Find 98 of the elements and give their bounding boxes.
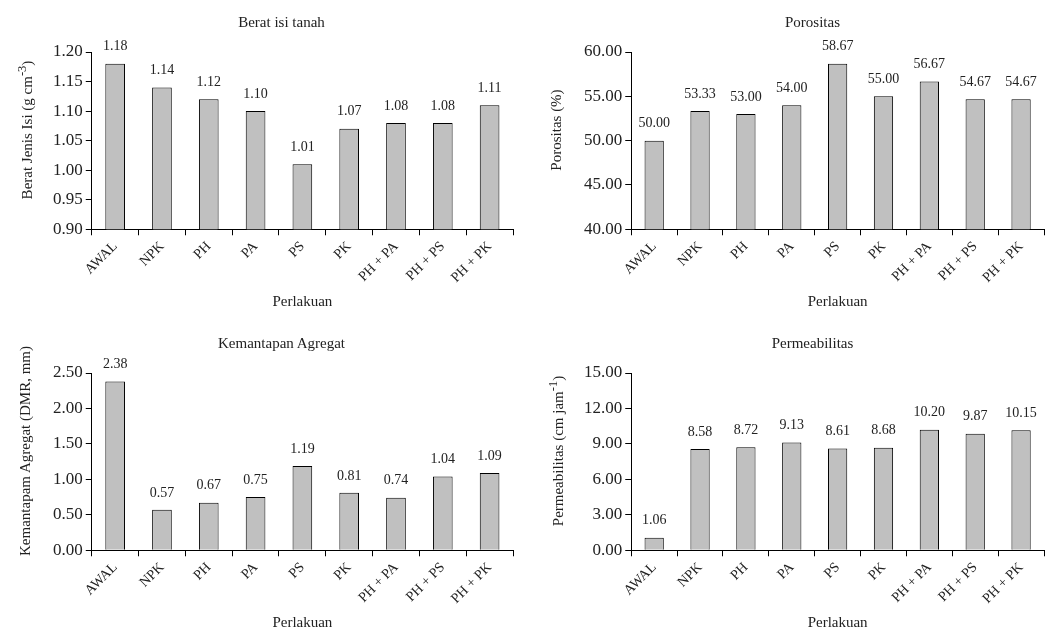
x-tick-label: PH + PS xyxy=(935,559,980,605)
data-label: 0.75 xyxy=(243,471,268,487)
y-tick-label: 0.00 xyxy=(53,539,83,559)
data-label: 8.58 xyxy=(687,423,713,439)
y-tick-label: 1.10 xyxy=(53,100,83,120)
y-tick-label: 0.95 xyxy=(53,189,83,209)
chart-title: Kemantapan Agregat xyxy=(217,334,346,351)
y-tick-label: 1.50 xyxy=(53,433,83,453)
data-label: 0.81 xyxy=(336,467,362,483)
y-tick-label: 40.00 xyxy=(584,218,623,238)
x-tick-label: PA xyxy=(237,558,261,582)
y-tick-label: 1.00 xyxy=(53,468,83,488)
data-label: 58.67 xyxy=(821,38,854,54)
x-tick-label: PH + PS xyxy=(935,238,980,284)
y-tick-label: 1.20 xyxy=(53,41,83,61)
data-label: 1.12 xyxy=(196,73,222,89)
y-tick-label: 3.00 xyxy=(592,504,623,524)
x-axis-title: Perlakuan xyxy=(272,292,333,309)
x-tick-label: PA xyxy=(774,558,798,582)
x-axis-title: Perlakuan xyxy=(807,292,869,309)
data-label: 56.67 xyxy=(913,56,946,72)
data-label: 54.67 xyxy=(959,73,991,89)
y-tick-label: 50.00 xyxy=(584,130,623,150)
y-tick-label: 0.90 xyxy=(53,218,83,238)
x-tick-label: PS xyxy=(820,559,843,581)
data-label: 1.09 xyxy=(477,447,502,463)
data-label: 54.00 xyxy=(776,79,808,95)
data-label: 55.00 xyxy=(867,70,900,86)
y-tick-label: 1.05 xyxy=(53,130,83,150)
y-axis-title: Kemantapam Agregat (DMR, mm) xyxy=(16,345,34,558)
y-tick-label: 12.00 xyxy=(584,397,623,417)
x-tick-label: PH + PK xyxy=(979,238,1026,285)
y-tick-label: 45.00 xyxy=(584,174,623,194)
x-tick-label: PS xyxy=(285,559,308,581)
data-label: 9.13 xyxy=(779,417,805,433)
data-label: 1.10 xyxy=(243,85,268,101)
data-label: 2.38 xyxy=(102,356,128,372)
data-label: 1.18 xyxy=(102,38,128,54)
x-tick-label: PK xyxy=(330,559,354,583)
y-tick-label: 60.00 xyxy=(584,41,623,61)
data-label: 8.61 xyxy=(825,423,850,439)
x-tick-label: PK xyxy=(330,238,354,262)
y-tick-label: 0.50 xyxy=(53,504,83,524)
y-tick-label: 9.00 xyxy=(592,433,623,453)
data-label: 0.67 xyxy=(196,477,222,493)
x-tick-label: PH + PA xyxy=(355,237,402,284)
data-label: 8.72 xyxy=(733,421,759,437)
x-tick-label: PS xyxy=(285,238,308,260)
data-label: 1.08 xyxy=(383,97,409,113)
x-axis-title: Perlakuan xyxy=(807,613,869,630)
chart-title: Permeabilitas xyxy=(771,334,854,351)
x-tick-label: PH xyxy=(190,238,214,262)
data-label: 53.33 xyxy=(684,85,716,101)
data-label: 1.07 xyxy=(336,103,362,119)
x-tick-label: PA xyxy=(237,237,261,261)
y-tick-label: 55.00 xyxy=(584,85,623,105)
x-tick-label: PH + PS xyxy=(402,238,448,284)
x-tick-label: PH xyxy=(190,559,214,583)
x-tick-label: PK xyxy=(864,238,889,262)
chart-title: Porositas xyxy=(784,13,841,30)
y-tick-label: 15.00 xyxy=(584,362,623,382)
data-label: 0.57 xyxy=(149,484,175,500)
y-tick-label: 0.00 xyxy=(592,539,623,559)
data-label: 1.11 xyxy=(477,79,502,95)
y-tick-label: 1.00 xyxy=(53,159,83,179)
y-tick-label: 6.00 xyxy=(592,468,623,488)
y-axis-title: Porositas (%) xyxy=(547,88,565,173)
x-tick-label: PH xyxy=(727,238,751,262)
data-label: 54.67 xyxy=(1005,73,1037,89)
data-label: 1.14 xyxy=(149,62,175,78)
x-tick-label: PH + PK xyxy=(979,559,1026,606)
y-tick-label: 1.15 xyxy=(53,71,83,91)
data-label: 8.68 xyxy=(871,422,896,438)
data-label: 0.74 xyxy=(383,472,409,488)
data-label: 50.00 xyxy=(638,115,670,131)
x-tick-label: PH + PA xyxy=(888,558,935,605)
x-tick-label: PH + PS xyxy=(402,559,448,605)
x-tick-label: PH + PA xyxy=(355,558,402,605)
data-label: 53.00 xyxy=(730,88,762,104)
x-tick-label: PS xyxy=(820,238,843,260)
data-label: 9.87 xyxy=(962,408,988,424)
x-tick-label: PA xyxy=(774,237,798,261)
data-label: 1.04 xyxy=(430,451,456,467)
chart-title: Berat isi tanah xyxy=(238,13,326,30)
y-tick-label: 2.50 xyxy=(53,362,83,382)
x-tick-label: PH + PK xyxy=(447,238,495,285)
data-label: 10.20 xyxy=(913,404,946,420)
data-label: 10.15 xyxy=(1005,404,1037,420)
data-label: 1.19 xyxy=(290,440,315,456)
y-tick-label: 2.00 xyxy=(53,397,83,417)
x-axis-title: Perlakuan xyxy=(272,613,333,630)
data-label: 1.01 xyxy=(290,138,315,154)
x-tick-label: PH xyxy=(727,559,751,583)
x-tick-label: PH + PK xyxy=(447,559,495,606)
data-label: 1.08 xyxy=(430,97,456,113)
x-tick-label: PK xyxy=(864,559,889,583)
data-label: 1.06 xyxy=(641,512,667,528)
x-tick-label: PH + PA xyxy=(888,237,935,284)
